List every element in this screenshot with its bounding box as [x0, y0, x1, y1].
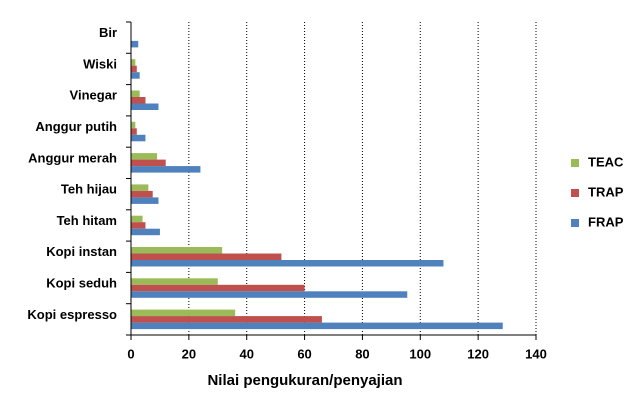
bar: [131, 260, 444, 267]
x-tick-label: 60: [297, 346, 311, 361]
y-tick-label: Anggur putih: [35, 119, 117, 134]
bar: [131, 309, 236, 317]
x-tick-label: 120: [467, 346, 489, 361]
x-axis-label: Nilai pengukuran/penyajian: [207, 372, 402, 389]
bar: [131, 59, 136, 66]
bar: [131, 159, 166, 167]
y-tick-label: Teh hitam: [57, 213, 117, 228]
x-tick-label: 0: [127, 346, 134, 361]
y-tick-label: Wiski: [83, 56, 117, 71]
bar: [131, 134, 146, 142]
bar: [131, 247, 223, 254]
legend-label: FRAP: [588, 214, 624, 229]
y-tick-label: Bir: [99, 25, 117, 40]
bar: [131, 222, 146, 229]
bar: [131, 103, 159, 110]
legend-label: TEAC: [588, 154, 624, 169]
bar: [131, 278, 218, 285]
bar: [131, 97, 146, 104]
bar: [131, 166, 201, 173]
bar: [131, 284, 305, 292]
bar: [131, 184, 149, 191]
bar: [131, 291, 408, 298]
x-tick-label: 100: [409, 346, 431, 361]
y-tick-label: Kopi espresso: [27, 307, 117, 322]
legend-swatch: [571, 219, 579, 227]
y-tick-label: Teh hijau: [61, 182, 117, 197]
bar: [131, 65, 137, 73]
y-tick-label: Vinegar: [70, 88, 117, 103]
legend-swatch: [571, 159, 579, 167]
x-tick-label: 40: [239, 346, 253, 361]
legend-swatch: [571, 189, 579, 197]
bar: [131, 316, 322, 323]
bar: [131, 72, 140, 79]
bar: [131, 228, 160, 236]
bar: [131, 90, 140, 97]
bar: [131, 153, 158, 160]
legend-label: TRAP: [588, 184, 624, 199]
x-tick-label: 140: [525, 346, 547, 361]
y-tick-label: Kopi instan: [46, 244, 117, 259]
y-tick-label: Anggur merah: [28, 150, 117, 165]
x-tick-label: 80: [355, 346, 369, 361]
bar: [131, 40, 139, 48]
x-tick-label: 20: [182, 346, 196, 361]
bar: [131, 215, 143, 223]
bar: [131, 253, 282, 260]
bar: [131, 190, 153, 198]
bar: [131, 322, 503, 330]
bar: [131, 197, 159, 204]
y-tick-label: Kopi seduh: [46, 275, 117, 290]
bar: [131, 121, 136, 129]
bar: [131, 128, 137, 135]
